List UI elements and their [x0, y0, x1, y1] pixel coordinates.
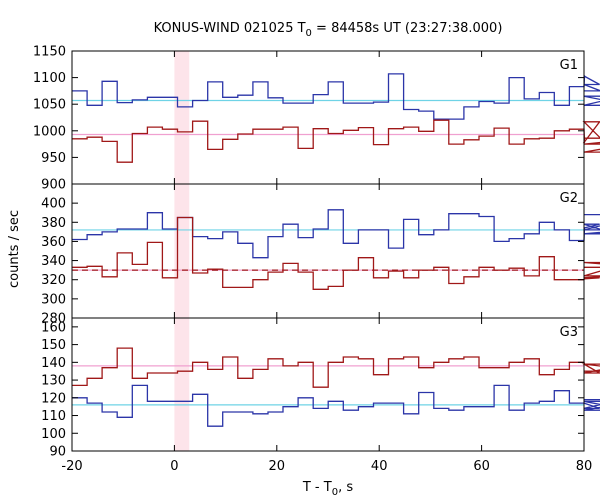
- y-tick-label-g3: 110: [41, 409, 66, 424]
- highlight-band-g3: [174, 318, 190, 451]
- y-tick-label-g3: 100: [41, 427, 66, 442]
- chart-title: KONUS-WIND 021025 T0 = 84458s UT (23:27:…: [154, 21, 503, 39]
- y-tick-label-g1: 1100: [33, 71, 66, 86]
- y-tick-label-g1: 950: [41, 151, 66, 166]
- panel-frame-g2: [71, 183, 585, 319]
- x-tick-label: 0: [170, 459, 178, 474]
- series-layer: [72, 73, 600, 427]
- x-tick-label: 60: [473, 459, 490, 474]
- panel-label-g1: G1: [560, 58, 578, 73]
- y-tick-label-g2: 360: [41, 235, 66, 250]
- y-tick-label-g1: 900: [41, 178, 66, 193]
- y-tick-label-g2: 380: [41, 216, 66, 231]
- y-tick-label-g2: 300: [41, 292, 66, 307]
- panel-frames-layer: [71, 50, 585, 452]
- y-tick-label-g3: 130: [41, 374, 66, 389]
- highlight-band-g2: [174, 184, 190, 318]
- series-g3-red: [72, 347, 600, 388]
- y-tick-label-g3: 160: [41, 320, 66, 335]
- x-tick-label: 40: [371, 459, 388, 474]
- y-tick-label-g2: 320: [41, 273, 66, 288]
- panel-label-g2: G2: [560, 191, 578, 206]
- y-axis-label: counts / sec: [7, 210, 22, 288]
- series-g2-blue: [72, 209, 600, 259]
- tick-layer: G19009501000105011001150G228030032034036…: [33, 45, 592, 475]
- highlight-band-g1: [174, 51, 190, 184]
- y-tick-label-g3: 90: [49, 445, 66, 460]
- series-g1-red: [72, 119, 600, 163]
- y-tick-label-g1: 1000: [33, 124, 66, 139]
- series-g2-red: [72, 216, 600, 290]
- panel-label-g3: G3: [560, 325, 578, 340]
- x-tick-label: -20: [61, 459, 82, 474]
- x-axis-label: T - T0, s: [302, 480, 353, 498]
- y-tick-label-g1: 1050: [33, 98, 66, 113]
- series-g1-blue: [72, 73, 600, 120]
- panel-frame-g3: [71, 317, 585, 452]
- x-tick-label: 80: [576, 459, 593, 474]
- y-tick-label-g2: 340: [41, 254, 66, 269]
- y-tick-label-g1: 1150: [33, 45, 66, 60]
- series-g3-blue: [72, 384, 600, 427]
- y-tick-label-g2: 280: [41, 312, 66, 327]
- panel-frame-g1: [71, 50, 585, 185]
- y-tick-label-g3: 150: [41, 338, 66, 353]
- y-tick-label-g3: 120: [41, 391, 66, 406]
- y-tick-label-g3: 140: [41, 356, 66, 371]
- highlight-layer: [174, 51, 190, 451]
- x-tick-label: 20: [269, 459, 286, 474]
- y-tick-label-g2: 400: [41, 197, 66, 212]
